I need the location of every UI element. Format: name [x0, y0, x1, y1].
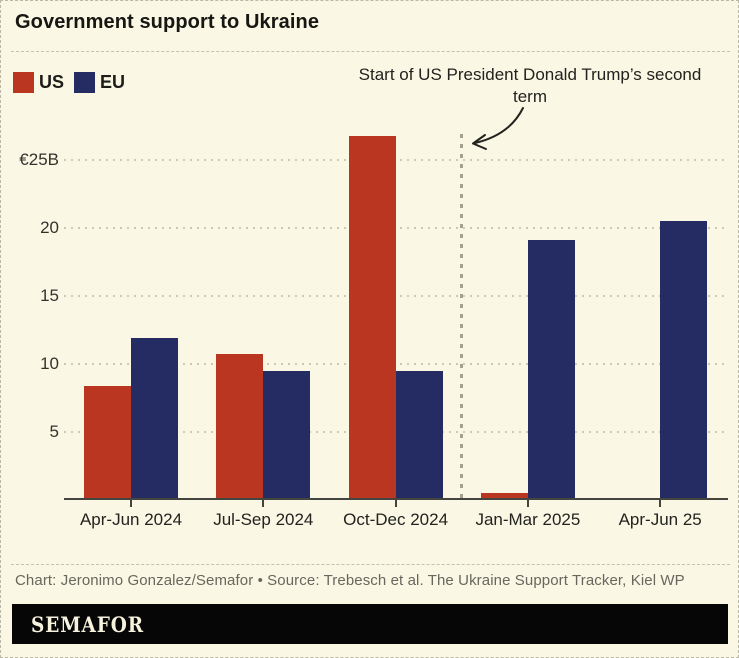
annotation-text: Start of US President Donald Trump’s sec…	[358, 65, 702, 106]
bar-us-3	[480, 493, 528, 500]
y-tick-label-20: 20	[40, 218, 59, 237]
x-tick-label-0: Apr-Jun 2024	[79, 510, 183, 529]
credit-text: Chart: Jeronimo Gonzalez/Semafor • Sourc…	[15, 572, 685, 589]
x-tick-label-4: Apr-Jun 25	[618, 510, 702, 529]
gridline-15	[64, 295, 728, 297]
gridline-25	[64, 159, 728, 161]
legend: US EU	[13, 72, 125, 93]
legend-item-eu: EU	[74, 72, 125, 93]
header-divider	[11, 51, 730, 52]
bar-eu-4	[660, 221, 708, 500]
footer-divider	[11, 564, 730, 565]
bar-eu-3	[527, 240, 575, 500]
x-tick-label-1: Jul-Sep 2024	[213, 510, 314, 529]
x-axis-line	[64, 498, 728, 500]
bar-eu-0	[131, 338, 178, 500]
y-tick-label-15: 15	[40, 286, 59, 305]
legend-swatch-eu	[74, 72, 96, 93]
x-axis-tick-4	[659, 500, 662, 507]
legend-item-us: US	[13, 72, 64, 93]
legend-label-eu: EU	[100, 72, 126, 92]
legend-swatch-us	[13, 72, 34, 93]
footer-bar: SEMAFOR	[12, 604, 728, 644]
x-tick-label-2: Oct-Dec 2024	[343, 510, 449, 529]
y-tick-label-5: 5	[49, 422, 59, 441]
bar-eu-1	[263, 370, 311, 500]
annotation-arrow-icon	[472, 107, 524, 150]
bar-eu-2	[395, 370, 443, 500]
bar-us-2	[348, 135, 396, 500]
chart-title: Government support to Ukraine	[15, 11, 320, 33]
gridline-20	[64, 227, 728, 229]
legend-label-us: US	[39, 72, 65, 92]
x-tick-label-3: Jan-Mar 2025	[475, 510, 581, 529]
bar-us-1	[216, 354, 264, 500]
y-tick-label-10: 10	[40, 354, 59, 373]
x-axis-tick-0	[130, 500, 132, 507]
event-line	[460, 134, 464, 498]
bar-us-0	[84, 385, 131, 500]
semafor-logo: SEMAFOR	[31, 611, 144, 637]
x-axis-tick-1	[262, 500, 265, 507]
x-axis-tick-3	[526, 500, 529, 507]
y-tick-label-25: €25B	[19, 150, 59, 169]
x-axis-tick-2	[394, 500, 397, 507]
gridline-10	[64, 363, 728, 365]
